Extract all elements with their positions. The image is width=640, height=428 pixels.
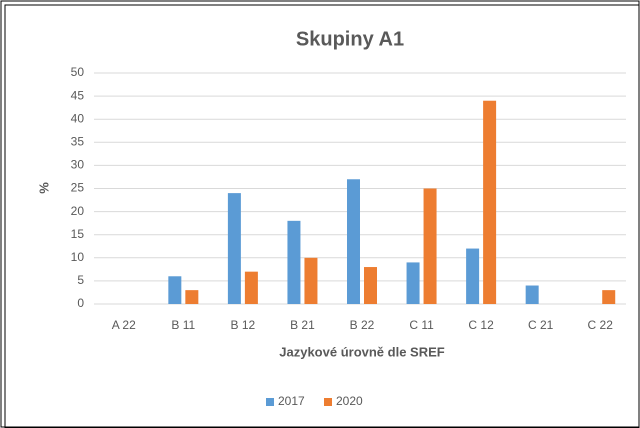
legend-swatch <box>324 398 332 406</box>
x-tick-label: A 22 <box>112 318 136 332</box>
x-tick-label: B 11 <box>171 318 195 332</box>
y-tick-label: 0 <box>77 296 84 310</box>
bar <box>185 290 199 304</box>
x-tick-label: C 12 <box>468 318 494 332</box>
y-tick-label: 15 <box>71 227 85 241</box>
x-tick-label: B 22 <box>350 318 375 332</box>
bar <box>406 262 420 304</box>
bar <box>423 188 437 304</box>
bar <box>525 285 539 304</box>
x-tick-label: C 22 <box>588 318 614 332</box>
frame-inner <box>4 4 640 428</box>
bar <box>602 290 616 304</box>
bar <box>168 276 182 304</box>
x-tick-label: B 12 <box>231 318 256 332</box>
x-tick-label: B 21 <box>290 318 315 332</box>
y-tick-label: 10 <box>71 250 85 264</box>
bar <box>466 248 480 304</box>
y-tick-label: 40 <box>71 111 85 125</box>
bar <box>347 179 360 304</box>
y-tick-label: 30 <box>71 158 85 172</box>
bar <box>244 271 258 304</box>
y-tick-label: 45 <box>71 88 85 102</box>
x-tick-label: C 21 <box>528 318 554 332</box>
y-tick-label: 25 <box>71 181 85 195</box>
legend-swatch <box>266 398 274 406</box>
bar <box>483 100 497 304</box>
x-tick-label: C 11 <box>409 318 434 332</box>
bar <box>304 257 318 304</box>
x-axis-title: Jazykové úrovně dle SREF <box>279 344 445 359</box>
y-tick-label: 35 <box>71 134 85 148</box>
bar <box>227 193 241 304</box>
legend-label: 2020 <box>336 394 363 408</box>
legend-label: 2017 <box>278 394 305 408</box>
y-tick-label: 20 <box>71 204 85 218</box>
chart-title: Skupiny A1 <box>296 28 404 50</box>
y-axis-title: % <box>36 182 51 194</box>
y-tick-label: 5 <box>77 273 84 287</box>
bar <box>287 220 301 304</box>
y-tick-label: 50 <box>71 65 85 79</box>
bar <box>364 267 377 304</box>
